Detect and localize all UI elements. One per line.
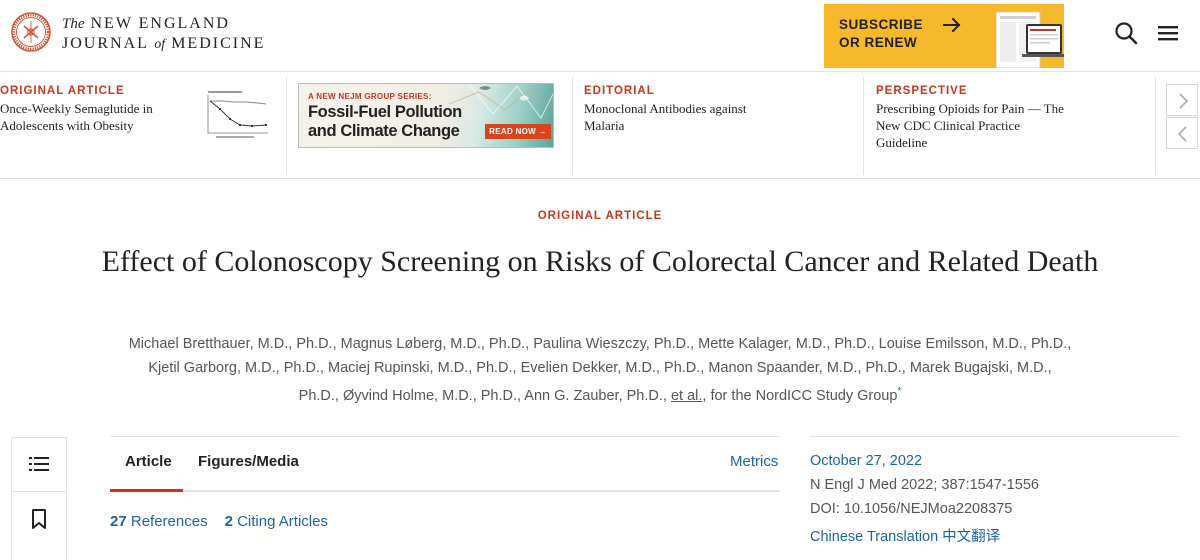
- references-link[interactable]: 27 References: [110, 513, 208, 530]
- strip-divider: [286, 77, 287, 175]
- chevron-left-icon: [1177, 126, 1187, 142]
- tabs-top-border: [110, 436, 780, 437]
- metrics-link[interactable]: Metrics: [730, 453, 779, 470]
- strip-prev-button[interactable]: [1166, 117, 1198, 149]
- strip-next-button[interactable]: [1166, 84, 1198, 116]
- logo-line-1: The NEW ENGLAND: [62, 15, 230, 32]
- page-title: Effect of Colonoscopy Screening on Risks…: [101, 245, 1099, 278]
- author-list: Michael Bretthauer, M.D., Ph.D., Magnus …: [128, 336, 1072, 404]
- journal-citation: N Engl J Med 2022; 387:1547-1556: [810, 477, 1039, 493]
- article-toolbar: [11, 437, 67, 560]
- strip-divider: [1155, 77, 1156, 175]
- tab-article[interactable]: Article: [125, 453, 172, 470]
- article-type-label: ORIGINAL ARTICLE: [537, 210, 663, 222]
- article-type-label: ORIGINAL ARTICLE: [0, 85, 125, 97]
- featured-article-malaria[interactable]: EDITORIAL Monoclonal Antibodies against …: [584, 73, 854, 179]
- table-of-contents-icon[interactable]: [29, 456, 49, 472]
- subscribe-label: SUBSCRIBE OR RENEW: [839, 17, 924, 50]
- citing-articles-link[interactable]: 2 Citing Articles: [224, 513, 328, 530]
- tabs-bottom-border: [110, 490, 780, 492]
- article-type-label: PERSPECTIVE: [876, 85, 968, 97]
- doi: DOI: 10.1056/NEJMoa2208375: [810, 501, 1013, 517]
- read-now-button[interactable]: READ NOW →: [485, 124, 551, 139]
- hamburger-menu-icon[interactable]: [1157, 22, 1179, 44]
- article-type-label: EDITORIAL: [584, 85, 655, 97]
- fossil-fuel-series-ad[interactable]: A NEW NEJM GROUP SERIES: Fossil-Fuel Pol…: [298, 83, 554, 148]
- site-logo[interactable]: The NEW ENGLAND JOURNAL of MEDICINE: [62, 14, 265, 54]
- subscribe-button[interactable]: SUBSCRIBE OR RENEW: [824, 4, 1064, 68]
- climate-art-illustration: [449, 84, 553, 119]
- arrow-right-icon: [943, 17, 961, 33]
- study-group-footnote-marker[interactable]: *: [897, 386, 902, 397]
- seal-logo-icon[interactable]: [11, 12, 51, 52]
- journal-device-illustration: [996, 11, 1064, 68]
- site-header: The NEW ENGLAND JOURNAL of MEDICINE SUBS…: [0, 0, 1200, 72]
- strip-divider: [572, 77, 573, 175]
- ad-title: Fossil-Fuel Pollution and Climate Change: [308, 103, 462, 140]
- chinese-translation-link[interactable]: Chinese Translation 中文翻译: [810, 529, 1001, 545]
- article-stats: 27 References 2 Citing Articles: [110, 513, 328, 530]
- logo-line-2: JOURNAL of MEDICINE: [62, 35, 266, 52]
- featured-article-title: Monoclonal Antibodies against Malaria: [584, 101, 747, 133]
- bookmark-icon[interactable]: [31, 509, 47, 529]
- strip-divider: [863, 77, 864, 175]
- featured-article-opioids[interactable]: PERSPECTIVE Prescribing Opioids for Pain…: [876, 73, 1156, 179]
- featured-article-title: Once-Weekly Semaglutide in Adolescents w…: [0, 101, 153, 133]
- tab-figures-media[interactable]: Figures/Media: [198, 453, 299, 470]
- chevron-right-icon: [1179, 93, 1189, 109]
- et-al-link[interactable]: et al.: [670, 387, 703, 404]
- featured-article-title: Prescribing Opioids for Pain — The New C…: [876, 101, 1064, 150]
- ad-kicker: A NEW NEJM GROUP SERIES:: [308, 92, 432, 101]
- featured-articles-strip: ORIGINAL ARTICLE Once-Weekly Semaglutide…: [0, 73, 1200, 179]
- publication-date: October 27, 2022: [810, 453, 923, 469]
- info-top-border: [810, 436, 1180, 437]
- active-tab-indicator: [110, 489, 183, 492]
- toolbar-divider: [11, 491, 67, 492]
- search-icon[interactable]: [1114, 21, 1138, 45]
- article-thumbnail-chart: [202, 87, 270, 141]
- featured-article-semaglutide[interactable]: ORIGINAL ARTICLE Once-Weekly Semaglutide…: [0, 73, 290, 179]
